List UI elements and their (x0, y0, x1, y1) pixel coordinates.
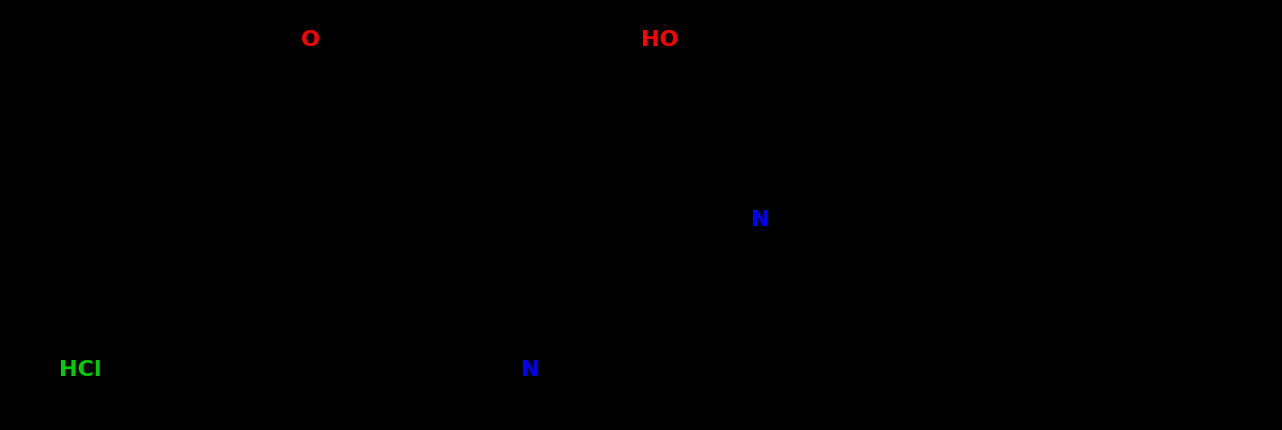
Text: O: O (300, 30, 319, 50)
Text: HO: HO (641, 30, 678, 50)
Text: N: N (751, 210, 769, 230)
Text: N: N (520, 360, 540, 380)
Text: HCl: HCl (59, 360, 101, 380)
